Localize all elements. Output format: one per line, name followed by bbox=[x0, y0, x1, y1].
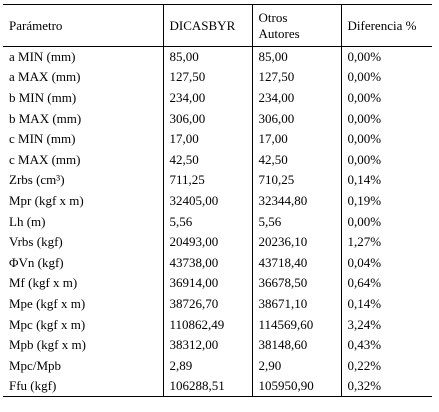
cell-otros-autores: 32344,80 bbox=[251, 190, 341, 212]
cell-dicasbyr: 17,00 bbox=[162, 128, 252, 150]
cell-dicasbyr: 38312,00 bbox=[162, 334, 252, 356]
cell-otros-autores: 114569,60 bbox=[251, 314, 341, 335]
cell-otros-autores: 36678,50 bbox=[251, 273, 341, 294]
cell-parameter: Ffu (kgf) bbox=[9, 378, 57, 394]
cell-dicasbyr: 20493,00 bbox=[162, 231, 252, 253]
table-row: Vrbs (kgf) 20493,00 20236,10 1,27% bbox=[3, 231, 432, 253]
cell-parameter: Mpe (kgf x m) bbox=[9, 295, 86, 311]
table-row: Mpc/Mpb 2,89 2,90 0,22% bbox=[3, 355, 432, 376]
cell-diferencia: 0,00% bbox=[340, 128, 432, 150]
cell-parameter: ΦVn (kgf) bbox=[9, 254, 64, 270]
table-row: b MAX (mm) 306,00 306,00 0,00% bbox=[3, 108, 432, 129]
cell-parameter: b MAX (mm) bbox=[9, 110, 82, 126]
cell-otros-autores: 38671,10 bbox=[251, 293, 341, 315]
cell-dicasbyr: 234,00 bbox=[162, 87, 252, 109]
cell-diferencia: 0,00% bbox=[340, 87, 432, 109]
cell-dicasbyr: 43738,00 bbox=[162, 252, 252, 274]
cell-parameter: Mpc (kgf x m) bbox=[9, 316, 86, 332]
cell-diferencia: 0,64% bbox=[340, 273, 432, 294]
cell-diferencia: 0,22% bbox=[340, 355, 432, 376]
cell-diferencia: 0,00% bbox=[340, 149, 432, 171]
cell-parameter: Mpb (kgf x m) bbox=[9, 337, 86, 353]
comparison-table: Parámetro DICASBYR Otros Autores Diferen… bbox=[3, 4, 432, 397]
table-row: Mpr (kgf x m) 32405,00 32344,80 0,19% bbox=[3, 190, 432, 212]
table-row: ΦVn (kgf) 43738,00 43718,40 0,04% bbox=[3, 252, 432, 274]
table-header-row: Parámetro DICASBYR Otros Autores Diferen… bbox=[3, 4, 432, 47]
header-otros-autores: Otros Autores bbox=[251, 4, 341, 47]
table-row: c MAX (mm) 42,50 42,50 0,00% bbox=[3, 149, 432, 171]
cell-diferencia: 0,19% bbox=[340, 190, 432, 212]
cell-otros-autores: 17,00 bbox=[251, 128, 341, 150]
cell-parameter: c MIN (mm) bbox=[9, 131, 76, 147]
table-body: a MIN (mm) 85,00 85,00 0,00% a MAX (mm) 127,5… bbox=[3, 46, 432, 397]
table-row: a MIN (mm) 85,00 85,00 0,00% bbox=[3, 46, 432, 68]
table-row: Mpe (kgf x m) 38726,70 38671,10 0,14% bbox=[3, 293, 432, 315]
table-row: Mpc (kgf x m) 110862,49 114569,60 3,24% bbox=[3, 314, 432, 335]
cell-diferencia: 1,27% bbox=[340, 231, 432, 253]
cell-otros-autores: 127,50 bbox=[251, 67, 341, 88]
cell-parameter: a MIN (mm) bbox=[9, 49, 76, 65]
table-row: Mf (kgf x m) 36914,00 36678,50 0,64% bbox=[3, 273, 432, 294]
cell-dicasbyr: 32405,00 bbox=[162, 190, 252, 212]
cell-parameter: Zrbs (cm³) bbox=[9, 172, 65, 188]
cell-parameter: c MAX (mm) bbox=[9, 151, 81, 167]
comparison-table-container: Parámetro DICASBYR Otros Autores Diferen… bbox=[3, 4, 432, 397]
table-row: Mpb (kgf x m) 38312,00 38148,60 0,43% bbox=[3, 334, 432, 356]
cell-dicasbyr: 36914,00 bbox=[162, 273, 252, 294]
cell-dicasbyr: 5,56 bbox=[162, 211, 252, 232]
cell-diferencia: 0,32% bbox=[340, 376, 432, 397]
cell-otros-autores: 85,00 bbox=[251, 46, 341, 68]
cell-dicasbyr: 110862,49 bbox=[162, 314, 252, 335]
table-row: a MAX (mm) 127,50 127,50 0,00% bbox=[3, 67, 432, 88]
cell-otros-autores: 306,00 bbox=[251, 108, 341, 129]
cell-parameter: Mpr (kgf x m) bbox=[9, 192, 84, 208]
header-diferencia: Diferencia % bbox=[340, 4, 432, 47]
table-row: b MIN (mm) 234,00 234,00 0,00% bbox=[3, 87, 432, 109]
cell-parameter: a MAX (mm) bbox=[9, 69, 81, 85]
cell-dicasbyr: 38726,70 bbox=[162, 293, 252, 315]
cell-dicasbyr: 2,89 bbox=[162, 355, 252, 376]
cell-otros-autores: 42,50 bbox=[251, 149, 341, 171]
cell-dicasbyr: 42,50 bbox=[162, 149, 252, 171]
cell-parameter: Lh (m) bbox=[9, 213, 46, 229]
cell-diferencia: 0,04% bbox=[340, 252, 432, 274]
cell-diferencia: 0,00% bbox=[340, 108, 432, 129]
cell-otros-autores: 710,25 bbox=[251, 170, 341, 191]
table-row: c MIN (mm) 17,00 17,00 0,00% bbox=[3, 128, 432, 150]
cell-dicasbyr: 306,00 bbox=[162, 108, 252, 129]
table-row: Zrbs (cm³) 711,25 710,25 0,14% bbox=[3, 170, 432, 191]
cell-otros-autores: 43718,40 bbox=[251, 252, 341, 274]
cell-otros-autores: 105950,90 bbox=[251, 376, 341, 397]
cell-diferencia: 0,00% bbox=[340, 211, 432, 232]
cell-diferencia: 0,00% bbox=[340, 46, 432, 68]
cell-otros-autores: 5,56 bbox=[251, 211, 341, 232]
cell-parameter: Mpc/Mpb bbox=[9, 357, 61, 373]
cell-diferencia: 0,43% bbox=[340, 334, 432, 356]
cell-diferencia: 0,14% bbox=[340, 293, 432, 315]
cell-otros-autores: 20236,10 bbox=[251, 231, 341, 253]
cell-otros-autores: 2,90 bbox=[251, 355, 341, 376]
cell-diferencia: 3,24% bbox=[340, 314, 432, 335]
cell-otros-autores: 234,00 bbox=[251, 87, 341, 109]
header-parametro: Parámetro bbox=[9, 17, 63, 33]
cell-parameter: Mf (kgf x m) bbox=[9, 275, 78, 291]
cell-diferencia: 0,00% bbox=[340, 67, 432, 88]
cell-parameter: Vrbs (kgf) bbox=[9, 234, 63, 250]
header-dicasbyr: DICASBYR bbox=[162, 4, 252, 47]
cell-dicasbyr: 85,00 bbox=[162, 46, 252, 68]
cell-parameter: b MIN (mm) bbox=[9, 89, 77, 105]
cell-otros-autores: 38148,60 bbox=[251, 334, 341, 356]
cell-diferencia: 0,14% bbox=[340, 170, 432, 191]
cell-dicasbyr: 106288,51 bbox=[162, 376, 252, 397]
table-row: Ffu (kgf) 106288,51 105950,90 0,32% bbox=[3, 376, 432, 397]
cell-dicasbyr: 127,50 bbox=[162, 67, 252, 88]
table-row: Lh (m) 5,56 5,56 0,00% bbox=[3, 211, 432, 232]
cell-dicasbyr: 711,25 bbox=[162, 170, 252, 191]
